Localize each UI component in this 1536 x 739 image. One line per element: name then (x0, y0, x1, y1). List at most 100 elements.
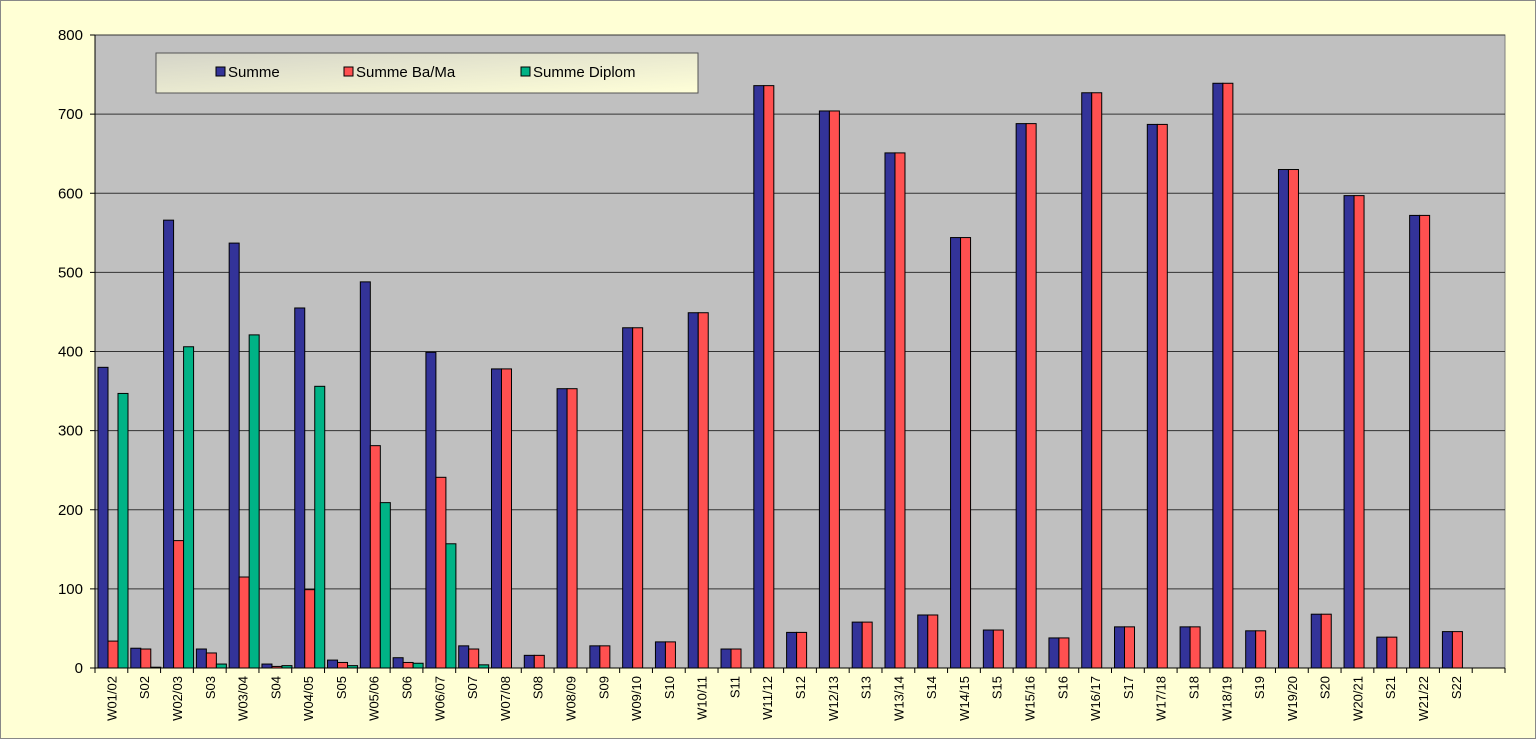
bar-summe-ba-ma (1320, 613, 1332, 669)
x-tick-label: S12 (793, 676, 808, 699)
bar-summe-ba-ma (369, 445, 381, 669)
x-tick-label: W18/19 (1219, 676, 1234, 721)
legend-swatch (520, 66, 531, 77)
bar-summe-ba-ma (402, 661, 414, 669)
x-tick-label: S11 (727, 676, 742, 698)
bar-summe (1114, 626, 1126, 669)
bar-summe (261, 663, 273, 669)
bar-summe (884, 152, 896, 669)
bar-summe (720, 648, 732, 669)
y-tick-label: 800 (58, 27, 83, 44)
x-tick-label: S14 (924, 676, 939, 699)
bar-summe (589, 645, 601, 669)
x-tick-label: S06 (400, 676, 415, 699)
bar-summe-ba-ma (107, 640, 119, 669)
x-tick-label: W14/15 (957, 676, 972, 721)
bar-summe (753, 85, 765, 669)
bar-summe (327, 659, 339, 669)
x-tick-label: W21/22 (1416, 676, 1431, 721)
bar-summe (1277, 169, 1289, 669)
x-tick-label: S03 (203, 676, 218, 699)
bar-summe-ba-ma (304, 589, 316, 669)
bar-summe-ba-ma (1222, 82, 1234, 669)
bar-summe (294, 307, 306, 669)
bar-summe (1343, 195, 1355, 669)
y-tick-label: 600 (58, 185, 83, 202)
bar-summe (97, 366, 109, 669)
bar-summe-ba-ma (1058, 637, 1070, 669)
bar-summe-ba-ma (730, 648, 742, 669)
bar-summe-diplom (314, 385, 326, 669)
x-tick-label: S16 (1055, 676, 1070, 699)
x-tick-label: S02 (137, 676, 152, 699)
bar-summe (917, 614, 929, 669)
x-tick-label: W15/16 (1023, 676, 1038, 721)
bar-summe (130, 647, 142, 669)
bar-summe-ba-ma (238, 576, 250, 669)
bar-summe-ba-ma (140, 648, 152, 669)
bar-summe-ba-ma (664, 641, 676, 669)
bar-summe (228, 242, 240, 669)
y-tick-label: 700 (58, 106, 83, 123)
x-tick-label: S07 (465, 676, 480, 699)
bar-summe-ba-ma (1419, 214, 1431, 669)
bar-summe-ba-ma (1386, 636, 1398, 669)
bar-summe-ba-ma (1451, 631, 1463, 669)
x-tick-label: S20 (1318, 676, 1333, 699)
bar-summe (1048, 637, 1060, 669)
bar-summe (1409, 214, 1421, 669)
bar-summe-ba-ma (927, 614, 939, 669)
bar-summe-ba-ma (337, 661, 349, 669)
bar-summe-ba-ma (1353, 195, 1365, 669)
bar-summe (359, 281, 371, 669)
y-tick-label: 400 (58, 344, 83, 361)
bar-summe (163, 219, 175, 669)
y-tick-label: 200 (58, 502, 83, 519)
bar-summe-diplom (183, 346, 195, 669)
legend-label: Summe (228, 64, 280, 81)
bar-summe (1015, 123, 1027, 669)
bar-summe-ba-ma (1287, 169, 1299, 669)
bar-summe (1245, 630, 1257, 669)
y-tick-label: 500 (58, 264, 83, 281)
x-tick-label: W01/02 (104, 676, 119, 721)
legend-label: Summe Ba/Ma (356, 64, 456, 81)
bar-summe (523, 654, 535, 669)
bar-summe (950, 237, 962, 669)
x-tick-label: W02/03 (170, 676, 185, 721)
bar-summe-ba-ma (1156, 123, 1168, 669)
bar-summe-ba-ma (763, 85, 775, 669)
legend: Summe Summe Ba/Ma Summe Diplom (155, 52, 699, 94)
x-tick-label: W12/13 (826, 676, 841, 721)
bar-summe (786, 631, 798, 669)
y-tick-label: 0 (75, 660, 83, 677)
bar-summe-ba-ma (435, 476, 447, 669)
x-tick-label: S05 (334, 676, 349, 699)
bar-summe (425, 351, 437, 669)
bar-summe-ba-ma (697, 312, 709, 669)
bar-summe-diplom (412, 662, 424, 669)
x-tick-label: W06/07 (432, 676, 447, 721)
bar-summe-ba-ma (566, 388, 578, 669)
bar-summe (654, 641, 666, 669)
x-tick-label: W19/20 (1285, 676, 1300, 721)
y-tick-label: 300 (58, 423, 83, 440)
bar-summe (1376, 636, 1388, 669)
x-tick-label: W13/14 (891, 676, 906, 721)
bar-summe-ba-ma (205, 652, 217, 669)
legend-swatch (215, 66, 226, 77)
x-tick-label: W17/18 (1154, 676, 1169, 721)
x-tick-label: S10 (662, 676, 677, 699)
bar-summe (687, 312, 699, 669)
x-tick-label: S19 (1252, 676, 1267, 699)
x-tick-label: W09/10 (629, 676, 644, 721)
bar-summe (1179, 626, 1191, 669)
x-tick-label: S18 (1186, 676, 1201, 699)
x-tick-label: W04/05 (301, 676, 316, 721)
x-tick-label: W20/21 (1350, 676, 1365, 721)
legend-label: Summe Diplom (533, 64, 636, 81)
legend-swatch (343, 66, 354, 77)
bar-summe-ba-ma (960, 237, 972, 669)
bar-summe (1310, 613, 1322, 669)
bar-summe-ba-ma (992, 629, 1004, 669)
